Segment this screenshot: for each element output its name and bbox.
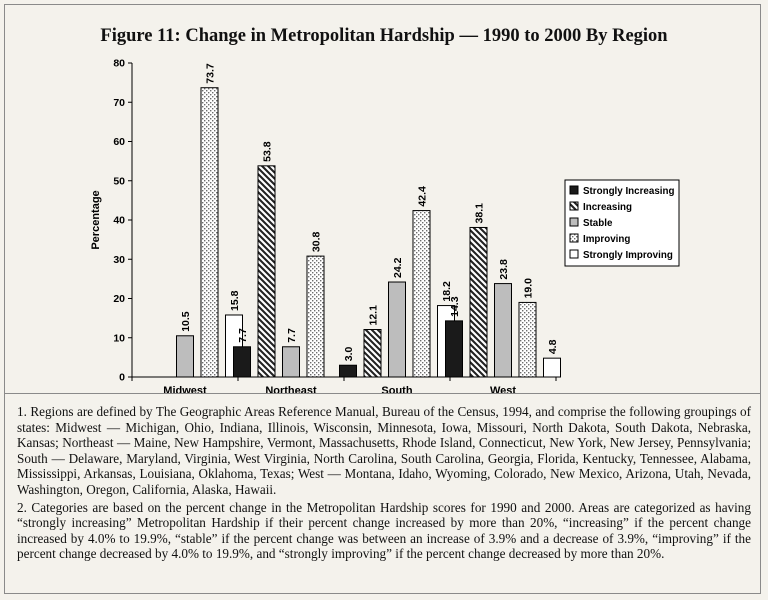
footnote-2: 2. Categories are based on the percent c… [17,499,751,562]
bar-chart: 0 10 20 30 40 50 60 70 80 Percentage Midwest Northe… [90,58,680,395]
legend-label-strongly-improving: Strongly Improving [583,250,673,261]
legend-swatch-improving [569,233,579,243]
data-label-northeast-increasing: 53.8 [262,141,274,162]
legend-swatch-increasing [569,201,579,211]
y-tick-label: 10 [113,332,125,344]
bar-south-increasing [363,329,382,378]
data-label-northeast-stable: 7.7 [286,328,298,343]
y-tick-label: 80 [113,58,125,70]
data-label-west-increasing: 38.1 [474,203,486,224]
y-tick-label: 30 [113,254,125,266]
data-label-northeast-improving: 30.8 [311,232,323,253]
data-label-northeast-strongly-increasing: 7.7 [237,328,249,343]
legend-label-increasing: Increasing [583,202,632,213]
legend-swatch-strongly-improving [569,249,579,259]
bar-west-increasing [469,226,488,378]
data-label-midwest-strongly-improving: 15.8 [229,290,241,311]
bar-west-stable [494,283,512,378]
data-label-west-strongly-improving: 4.8 [547,339,559,354]
data-label-midwest-stable: 10.5 [180,311,192,332]
y-tick-label: 70 [113,97,125,109]
chart-title: Figure 11: Change in Metropolitan Hardsh… [100,26,668,46]
legend-box [564,179,680,267]
y-tick-label: 20 [113,293,125,305]
footnote-1: 1. Regions are defined by The Geographic… [17,404,751,497]
bar-northeast-strongly-increasing [233,346,251,378]
bar-west-strongly-improving [543,357,561,378]
legend-label-stable: Stable [583,218,613,229]
bar-south-improving [412,210,431,378]
bar-midwest-stable [176,335,194,378]
legend-swatch-stable [569,217,579,227]
x-tick-label-south: South [381,385,412,395]
y-axis-label: Percentage [90,190,102,249]
data-label-south-improving: 42.4 [417,186,429,207]
data-label-south-stable: 24.2 [392,257,404,278]
x-tick-label-northeast: Northeast [265,385,317,395]
bar-south-stable [388,281,406,378]
y-tick-label: 40 [113,215,125,227]
bar-midwest-improving [200,87,219,378]
x-tick-label-west: West [490,385,516,395]
data-label-south-strongly-improving: 18.2 [441,281,453,302]
bar-northeast-increasing [257,165,276,378]
legend-swatch-strongly-increasing [569,185,579,195]
data-label-midwest-improving: 73.7 [205,63,217,84]
data-label-south-strongly-increasing: 3.0 [343,346,355,361]
data-label-west-stable: 23.8 [498,259,510,280]
figure-frame [4,4,761,594]
data-label-west-improving: 19.0 [523,278,535,299]
y-tick-label: 60 [113,136,125,148]
data-label-west-strongly-increasing: 14.3 [449,296,461,317]
legend-label-strongly-increasing: Strongly Increasing [583,186,674,197]
bar-south-strongly-increasing [339,364,357,378]
footnotes: 1. Regions are defined by The Geographic… [17,404,751,562]
bar-northeast-stable [282,346,300,378]
bar-west-strongly-increasing [445,320,463,378]
bar-northeast-improving [306,255,325,378]
caption-divider [4,393,761,394]
y-tick-label: 0 [119,372,125,384]
bar-west-improving [518,301,537,378]
data-label-south-increasing: 12.1 [368,305,380,326]
y-tick-label: 50 [113,175,125,187]
x-tick-label-midwest: Midwest [163,385,207,395]
legend-label-improving: Improving [583,234,630,245]
